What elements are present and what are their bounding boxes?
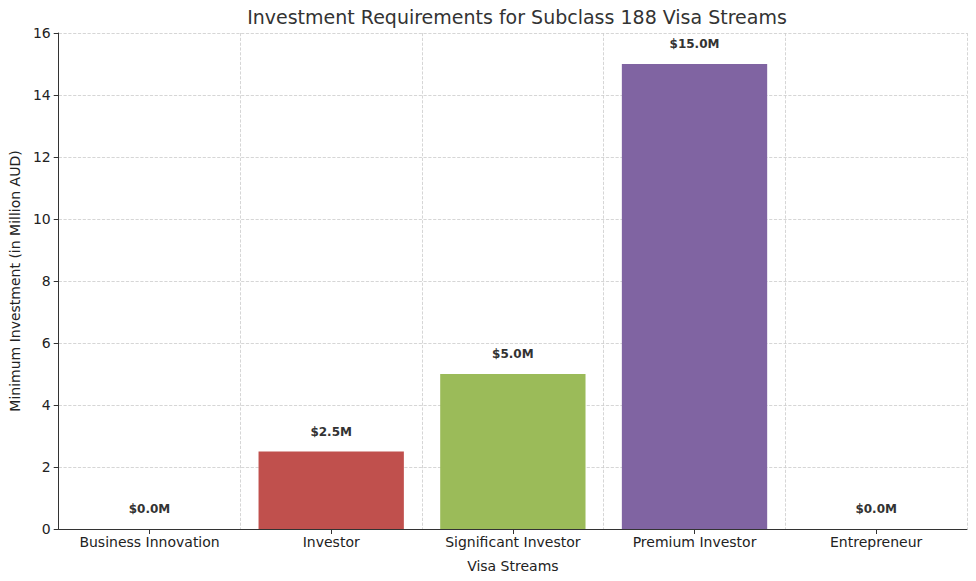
svg-text:Investment Requirements for Su: Investment Requirements for Subclass 188… [247,6,787,28]
svg-text:$15.0M: $15.0M [670,37,720,51]
svg-text:14: 14 [33,87,51,103]
svg-text:$0.0M: $0.0M [129,502,171,516]
svg-text:8: 8 [42,273,51,289]
svg-text:4: 4 [42,397,51,413]
svg-text:Business Innovation: Business Innovation [79,534,219,550]
svg-text:2: 2 [42,459,51,475]
svg-text:Significant Investor: Significant Investor [445,534,581,550]
svg-text:$5.0M: $5.0M [492,347,534,361]
svg-text:6: 6 [42,335,51,351]
svg-text:12: 12 [33,149,51,165]
svg-text:10: 10 [33,211,51,227]
svg-text:$2.5M: $2.5M [310,425,352,439]
svg-text:Entrepreneur: Entrepreneur [830,534,923,550]
svg-text:0: 0 [42,521,51,537]
svg-text:16: 16 [33,25,51,41]
svg-text:Visa Streams: Visa Streams [467,558,558,574]
svg-text:Investor: Investor [303,534,360,550]
svg-text:$0.0M: $0.0M [855,502,897,516]
svg-text:Minimum Investment (in Million: Minimum Investment (in Million AUD) [7,150,23,411]
svg-text:Premium Investor: Premium Investor [633,534,757,550]
